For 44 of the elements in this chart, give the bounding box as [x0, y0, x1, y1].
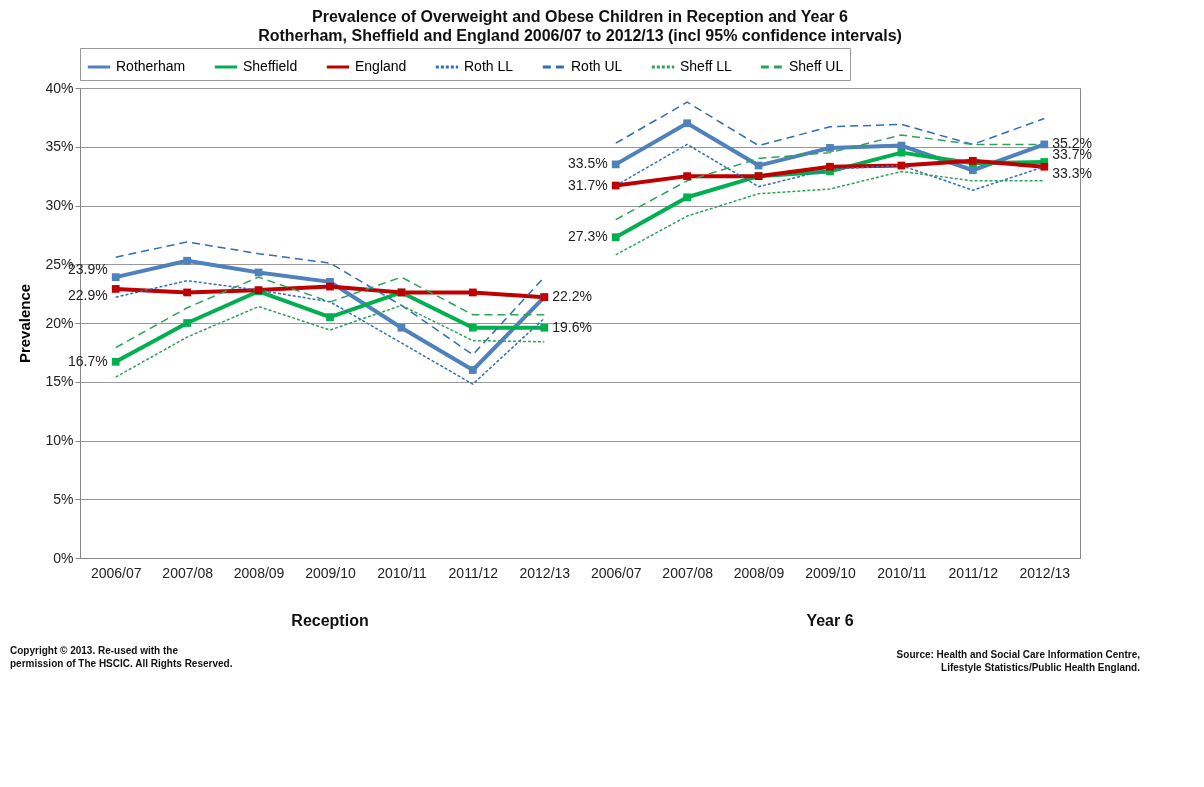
data-label: 22.9%: [68, 286, 108, 303]
legend-label: Sheffield: [243, 58, 298, 74]
source-note: Source: Health and Social Care Information Centre, Lifestyle Statistics/Public Health England.: [896, 649, 1141, 673]
data-label: 19.6%: [552, 318, 592, 335]
y-tick-label: 35%: [45, 138, 74, 155]
x-tick-label: 2009/10: [805, 564, 857, 581]
legend-label: Rotherham: [116, 58, 186, 74]
x-tick-label: 2009/10: [305, 564, 357, 581]
data-label: 22.2%: [552, 288, 592, 305]
text: Copyright © 2013. Re-used with the permission of The HSCIC. All Rights Reserved.: [10, 645, 233, 669]
x-tick-label: 2012/13: [1019, 564, 1071, 581]
x-tick-label: 2007/08: [162, 564, 214, 581]
chart-subtitle: Rotherham, Sheffield and England 2006/07 to 2012/13 (incl 95% confidence intervals): [258, 26, 902, 44]
x-tick-label: 2012/13: [519, 564, 571, 581]
data-label: 33.5%: [568, 155, 608, 172]
x-tick-label: 2008/09: [233, 564, 285, 581]
chart-title: Prevalence of Overweight and Obese Children in Reception and Year 6: [312, 7, 849, 25]
y-tick-label: 15%: [45, 373, 74, 390]
x-tick-label: 2006/07: [90, 564, 142, 581]
data-label: 27.3%: [568, 228, 608, 245]
data-label: 16.7%: [68, 352, 108, 369]
y-tick-label: 20%: [45, 314, 74, 331]
text: Year 6: [806, 612, 854, 629]
legend-label: Roth UL: [571, 58, 623, 74]
y-tick-label: 5%: [53, 490, 74, 507]
legend-label: Sheff UL: [789, 58, 844, 74]
data-label: 33.3%: [1052, 164, 1092, 181]
x-tick-label: 2011/12: [448, 564, 499, 581]
y-tick-label: 0%: [53, 549, 74, 566]
y-tick-label: 30%: [45, 197, 74, 213]
x-tick-label: 2007/08: [662, 564, 714, 581]
legend-label: England: [355, 58, 407, 74]
text: Reception: [291, 612, 369, 629]
x-tick-label: 2011/12: [948, 564, 999, 581]
x-tick-label: 2010/11: [377, 564, 427, 581]
y-tick-label: 40%: [45, 79, 74, 96]
x-tick-label: 2008/09: [733, 564, 785, 581]
y-axis-title: Prevalence: [16, 283, 34, 364]
data-label: 31.7%: [568, 176, 608, 193]
legend-label: Sheff LL: [680, 58, 733, 74]
legend-label: Roth LL: [464, 58, 514, 74]
x-tick-label: 2010/11: [877, 564, 927, 581]
x-tick-label: 2006/07: [590, 564, 642, 581]
y-tick-label: 10%: [45, 432, 74, 448]
